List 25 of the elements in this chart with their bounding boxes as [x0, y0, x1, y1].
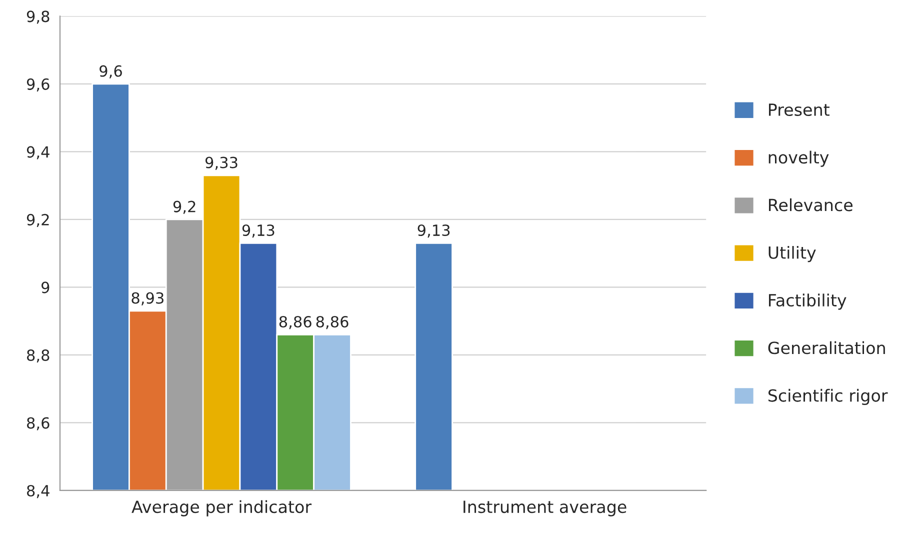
- legend-label: Present: [768, 104, 830, 116]
- legend-label: Relevance: [768, 198, 852, 212]
- y-tick-label: 8,8: [27, 349, 50, 363]
- y-tick-label: 9,2: [26, 214, 49, 228]
- legend-label: novelty: [768, 150, 829, 167]
- legend-label: Scientific rigor: [768, 388, 888, 406]
- data-label: 9,13: [418, 224, 450, 238]
- y-tick-label: 9,4: [26, 146, 50, 160]
- data-label: 9,6: [100, 65, 122, 78]
- data-label: 8,86: [279, 316, 312, 330]
- legend-label: Generalitation: [768, 341, 885, 354]
- data-label: 8,93: [132, 292, 164, 306]
- y-tick-label: 9,6: [26, 78, 50, 92]
- data-label: 8,86: [316, 316, 348, 330]
- data-label: 9,2: [173, 200, 196, 214]
- y-tick-label: 8,4: [27, 484, 50, 498]
- legend-label: Utility: [768, 246, 816, 262]
- data-label: 9,13: [242, 224, 274, 238]
- x-tick-label: Average per indicator: [132, 500, 312, 516]
- y-tick-label: 8,6: [27, 417, 50, 430]
- legend-label: Factibility: [768, 294, 846, 310]
- x-tick-label: Instrument average: [464, 500, 626, 516]
- data-label: 9,33: [205, 156, 238, 170]
- y-tick-label: 9: [42, 282, 50, 294]
- y-tick-label: 9,8: [26, 10, 50, 24]
